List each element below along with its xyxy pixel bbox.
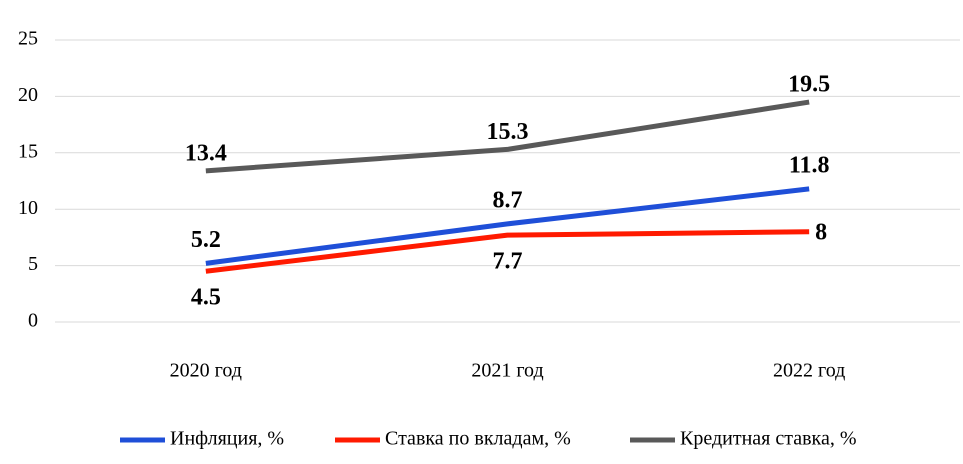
legend-label: Инфляция, %: [170, 428, 284, 450]
line: [205, 186, 810, 266]
data-label: 5.2: [191, 227, 221, 253]
data-label: 19.5: [788, 72, 830, 98]
data-label: 11.8: [789, 152, 830, 178]
data-label: 15.3: [487, 119, 529, 145]
x-tick-label: 2020 год: [170, 360, 242, 382]
data-label: 8: [815, 219, 827, 245]
legend-label: Ставка по вкладам, %: [385, 428, 571, 450]
x-tick-label: 2022 год: [773, 360, 845, 382]
y-tick-label: 20: [18, 84, 38, 106]
y-tick-label: 0: [28, 310, 38, 332]
line: [205, 99, 810, 174]
data-label: 8.7: [493, 187, 523, 213]
y-tick-label: 10: [18, 197, 38, 219]
data-label: 4.5: [191, 285, 221, 311]
line: [205, 229, 810, 274]
x-tick-label: 2021 год: [471, 360, 543, 382]
y-tick-label: 15: [18, 140, 38, 162]
y-tick-label: 5: [28, 253, 38, 275]
data-label: 7.7: [493, 249, 523, 275]
data-label: 13.4: [185, 140, 227, 166]
legend-label: Кредитная ставка, %: [680, 428, 856, 450]
y-tick-label: 25: [18, 28, 38, 50]
